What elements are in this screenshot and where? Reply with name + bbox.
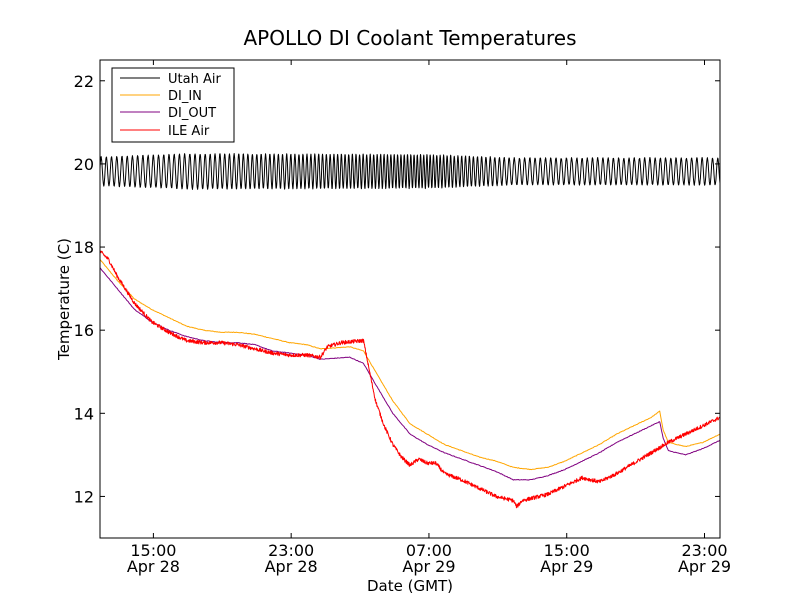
series-line-di-in (100, 259, 720, 471)
y-tick-label: 22 (74, 72, 94, 91)
x-tick-date-label: Apr 28 (265, 557, 318, 576)
x-tick-time-label: 07:00 (406, 541, 452, 560)
x-axis-label: Date (GMT) (367, 577, 453, 595)
legend-label-di-in: DI_IN (168, 89, 202, 104)
x-tick-date-label: Apr 28 (127, 557, 180, 576)
series-line-ile-air (100, 250, 720, 509)
y-tick-label: 18 (74, 238, 94, 257)
legend-label-ile-air: ILE Air (168, 124, 210, 139)
x-tick-date-label: Apr 29 (402, 557, 455, 576)
x-tick-date-label: Apr 29 (540, 557, 593, 576)
series-line-di-out (100, 267, 720, 481)
series-line-utah-air (100, 153, 720, 190)
y-axis-label: Temperature (C) (55, 238, 73, 361)
chart-title: APOLLO DI Coolant Temperatures (243, 26, 576, 50)
x-tick-time-label: 15:00 (544, 541, 590, 560)
x-tick-date-label: Apr 29 (678, 557, 731, 576)
legend-label-utah-air: Utah Air (168, 72, 221, 87)
legend-label-di-out: DI_OUT (168, 106, 216, 121)
legend: Utah Air DI_IN DI_OUT ILE Air (111, 67, 235, 143)
x-tick-time-label: 23:00 (268, 541, 314, 560)
y-tick-label: 14 (74, 404, 94, 423)
x-tick-time-label: 15:00 (130, 541, 176, 560)
plot-frame (99, 59, 721, 539)
y-tick-label: 12 (74, 487, 94, 506)
y-tick-label: 16 (74, 321, 94, 340)
y-tick-label: 20 (74, 155, 94, 174)
x-tick-time-label: 23:00 (681, 541, 727, 560)
series-layer (100, 153, 720, 509)
